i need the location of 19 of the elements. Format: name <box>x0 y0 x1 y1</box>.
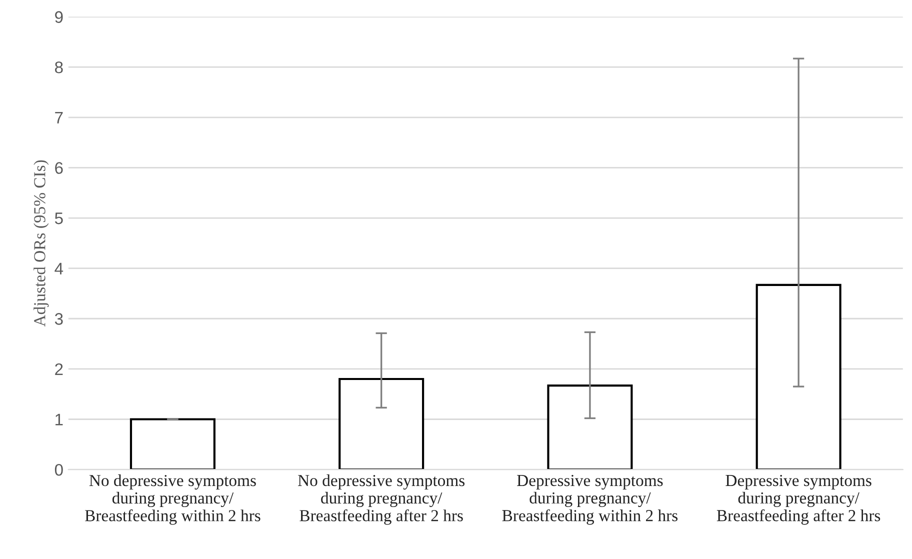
y-tick-label: 4 <box>54 262 64 274</box>
y-tick-label: 6 <box>55 162 63 174</box>
x-tick-label: Depressive symptoms during pregnancy/ Breastfeeding within 2 hrs <box>502 474 678 525</box>
bar <box>756 284 842 470</box>
y-tick-label: 0 <box>54 464 63 476</box>
y-tick-label: 9 <box>55 11 63 23</box>
x-tick-label: No depressive symptoms during pregnancy/ Breastfeeding within 2 hrs <box>85 474 260 525</box>
bar <box>338 378 424 470</box>
y-tick-label: 5 <box>54 212 63 224</box>
y-tick-label: 3 <box>54 313 63 325</box>
bar <box>547 384 633 470</box>
y-tick-label: 1 <box>56 414 63 426</box>
y-tick-label: 7 <box>55 112 63 124</box>
y-tick-label: 8 <box>54 61 63 74</box>
y-axis-title: Adjusted ORs (95% CIs) <box>34 160 49 327</box>
x-tick-label: No depressive symptoms during pregnancy/ Breastfeeding after 2 hrs <box>298 474 465 525</box>
y-tick-label: 2 <box>55 363 63 375</box>
x-tick-label: Depressive symptoms during pregnancy/ Breastfeeding after 2 hrs <box>716 474 880 525</box>
bar <box>130 418 216 470</box>
